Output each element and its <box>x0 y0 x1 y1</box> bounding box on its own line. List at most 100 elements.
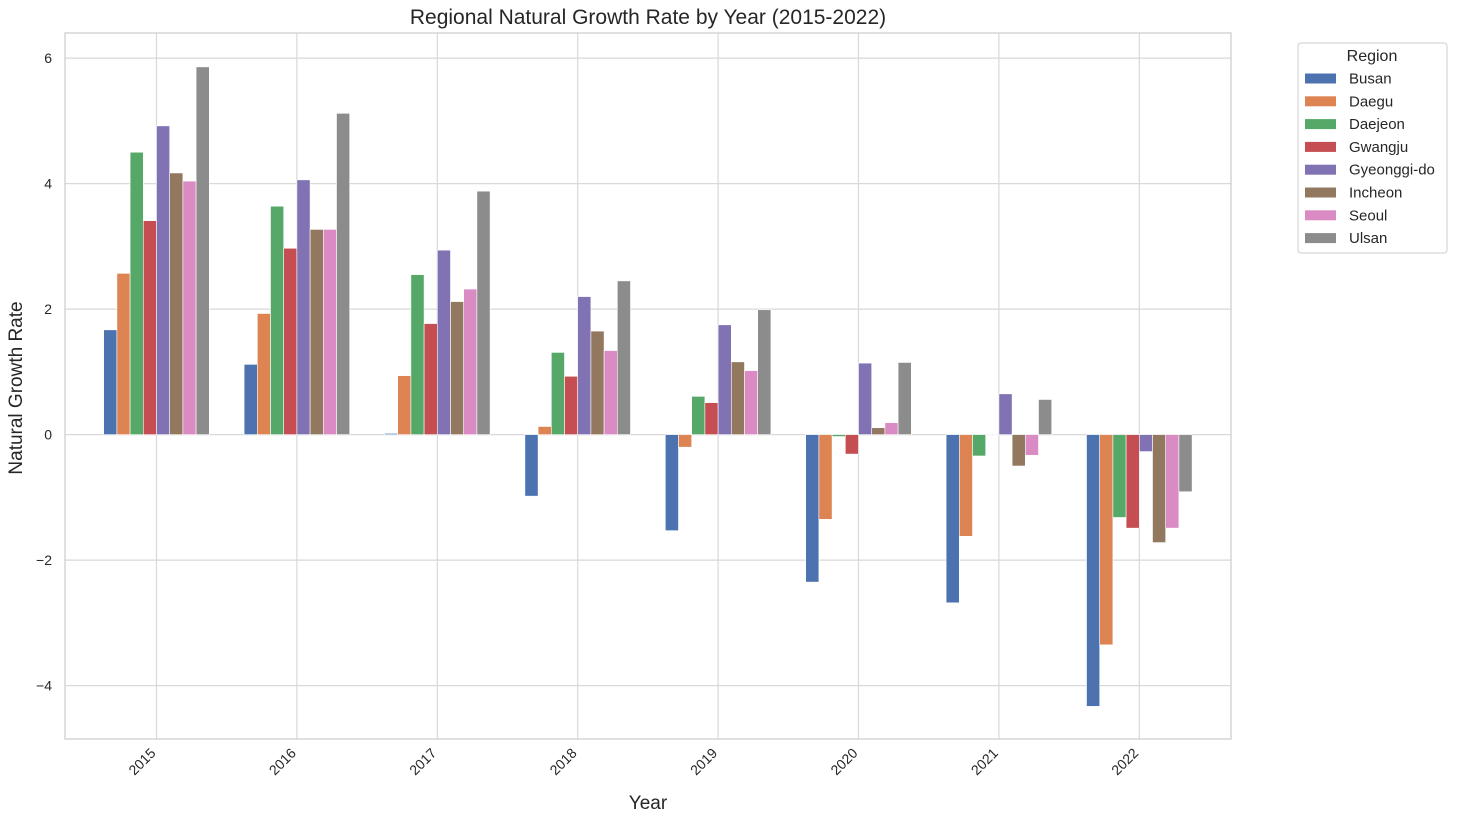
y-tick-label: −4 <box>36 678 52 694</box>
bar-gyeonggi-do-2016 <box>296 179 311 435</box>
legend-swatch <box>1305 210 1336 221</box>
bar-gwangju-2019 <box>704 402 719 435</box>
bar-ulsan-2021 <box>1038 399 1052 435</box>
bar-daegu-2017 <box>397 375 412 435</box>
grid-layer <box>65 33 1231 739</box>
bar-gyeonggi-do-2019 <box>717 324 732 435</box>
bar-incheon-2017 <box>450 301 464 435</box>
legend-label: Seoul <box>1349 207 1387 224</box>
x-tick-label: 2022 <box>1108 745 1141 778</box>
bars-layer <box>103 66 1193 707</box>
bar-ulsan-2017 <box>476 190 491 435</box>
y-axis-label: Natural Growth Rate <box>6 301 27 474</box>
bar-ulsan-2020 <box>897 362 912 435</box>
bar-incheon-2022 <box>1152 434 1166 543</box>
bar-incheon-2015 <box>169 172 184 435</box>
bar-gyeonggi-do-2022 <box>1139 434 1153 452</box>
x-axis-label: Year <box>629 793 668 814</box>
bar-ulsan-2019 <box>757 309 772 435</box>
bar-daejeon-2022 <box>1112 434 1127 518</box>
bar-gwangju-2020 <box>844 434 859 455</box>
bar-daejeon-2017 <box>410 274 425 435</box>
legend-items: Busan Daegu Daejeon Gwangju Gyeonggi-do Inche… <box>1305 71 1435 247</box>
bar-daegu-2016 <box>256 313 271 435</box>
bar-seoul-2022 <box>1165 434 1180 529</box>
legend-swatch <box>1305 187 1336 198</box>
bar-gwangju-2021 <box>985 434 1000 436</box>
bar-gwangju-2022 <box>1125 434 1140 529</box>
legend-label: Gwangju <box>1349 139 1408 156</box>
bar-busan-2015 <box>103 329 118 435</box>
x-tick-label: 2020 <box>827 745 860 778</box>
bar-busan-2017 <box>384 433 398 435</box>
x-tick-labels: 2015 2016 2017 2018 2019 2020 2021 2022 <box>125 745 1141 778</box>
bar-busan-2019 <box>664 434 679 531</box>
bar-seoul-2017 <box>463 288 478 435</box>
bar-ulsan-2015 <box>195 66 210 435</box>
bar-gyeonggi-do-2017 <box>436 249 451 435</box>
x-tick-label: 2016 <box>266 745 299 778</box>
bar-busan-2022 <box>1086 434 1100 707</box>
bar-incheon-2019 <box>730 361 745 435</box>
bar-ulsan-2022 <box>1178 434 1193 493</box>
legend-swatch <box>1305 233 1336 244</box>
bar-seoul-2018 <box>603 350 618 435</box>
bar-gwangju-2017 <box>423 323 438 435</box>
bar-gwangju-2016 <box>283 247 298 435</box>
x-tick-label: 2018 <box>546 745 579 778</box>
legend-swatch <box>1305 73 1336 84</box>
bar-busan-2021 <box>945 434 960 604</box>
y-tick-label: 6 <box>44 50 52 66</box>
bar-gyeonggi-do-2021 <box>998 393 1013 435</box>
bar-daejeon-2019 <box>691 396 706 435</box>
bar-daegu-2015 <box>116 273 131 435</box>
legend-label: Daegu <box>1349 93 1393 110</box>
legend-label: Busan <box>1349 71 1392 88</box>
legend-title: Region <box>1347 48 1398 65</box>
y-tick-label: 0 <box>44 427 52 443</box>
plot-frame <box>64 32 1232 740</box>
bar-daegu-2019 <box>678 434 692 448</box>
bar-seoul-2015 <box>182 180 197 435</box>
bar-daegu-2021 <box>958 434 973 537</box>
bar-busan-2018 <box>524 434 539 497</box>
bar-ulsan-2016 <box>336 113 350 435</box>
chart-title: Regional Natural Growth Rate by Year (20… <box>410 6 886 29</box>
bar-ulsan-2018 <box>616 280 631 435</box>
bar-gwangju-2018 <box>564 375 578 435</box>
bar-daejeon-2016 <box>270 205 284 435</box>
y-tick-label: −2 <box>36 552 52 568</box>
legend-swatch <box>1305 164 1336 175</box>
bar-seoul-2016 <box>322 229 337 435</box>
bar-busan-2020 <box>805 434 820 583</box>
y-tick-labels: −4 −2 0 2 4 6 <box>36 50 52 694</box>
bar-daegu-2022 <box>1099 434 1114 646</box>
bar-daejeon-2015 <box>129 151 144 435</box>
bar-daejeon-2021 <box>972 434 986 457</box>
legend-label: Ulsan <box>1349 230 1387 247</box>
x-tick-label: 2015 <box>125 745 158 778</box>
bar-daejeon-2018 <box>550 352 565 435</box>
y-tick-label: 2 <box>44 301 52 317</box>
y-tick-label: 4 <box>44 176 52 192</box>
bar-seoul-2019 <box>744 370 758 435</box>
bar-incheon-2018 <box>590 330 605 435</box>
legend-label: Incheon <box>1349 185 1402 202</box>
x-tick-label: 2017 <box>406 745 439 778</box>
x-tick-label: 2019 <box>687 745 720 778</box>
legend-swatch <box>1305 141 1336 152</box>
bar-daejeon-2020 <box>831 434 846 437</box>
bar-incheon-2020 <box>871 427 886 435</box>
bar-incheon-2021 <box>1011 434 1026 467</box>
x-tick-label: 2021 <box>968 745 1001 778</box>
bar-daegu-2018 <box>537 426 552 435</box>
bar-seoul-2020 <box>884 422 899 435</box>
legend-swatch <box>1305 119 1336 130</box>
bar-gwangju-2015 <box>143 220 157 435</box>
bar-daegu-2020 <box>818 434 833 520</box>
bar-busan-2016 <box>243 364 258 435</box>
bar-gyeonggi-do-2015 <box>156 125 170 435</box>
legend-swatch <box>1305 96 1336 107</box>
bar-gyeonggi-do-2018 <box>577 296 592 435</box>
